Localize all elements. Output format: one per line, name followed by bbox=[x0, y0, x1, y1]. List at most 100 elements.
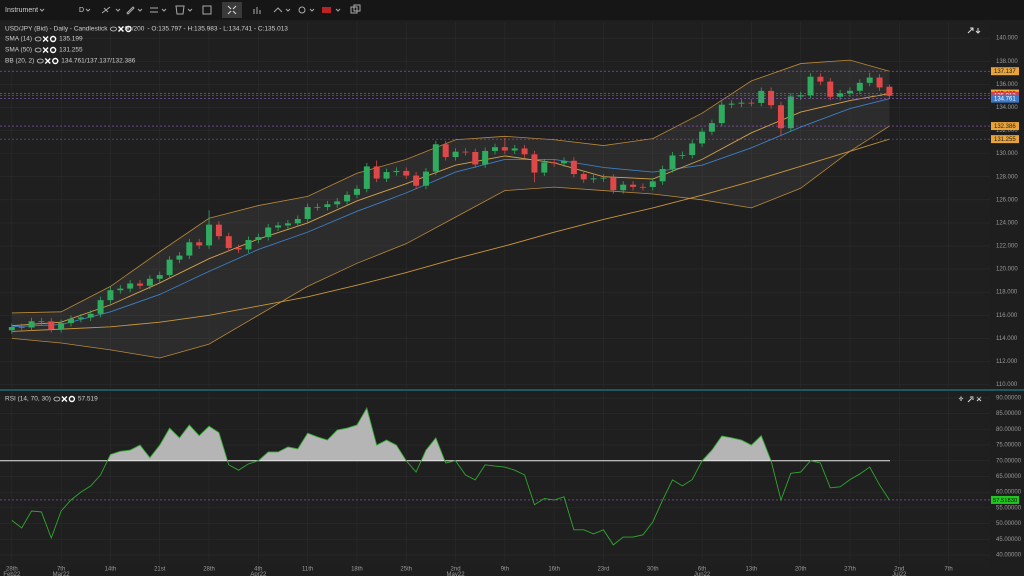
candle-body bbox=[630, 184, 637, 187]
settings-icon bbox=[52, 57, 59, 65]
legend-value: 134.761/137.137/132.386 bbox=[61, 58, 135, 65]
candle-body bbox=[866, 77, 873, 83]
legend-name: SMA (50) bbox=[5, 47, 32, 54]
candle-body bbox=[393, 170, 400, 173]
y-tick-label: 50.00000 bbox=[996, 521, 1022, 527]
rsi-marker bbox=[991, 495, 1019, 504]
y-tick-label: 134.000 bbox=[996, 105, 1018, 111]
x-tick-label: 9th bbox=[501, 567, 509, 573]
instrument-button[interactable]: Instrument bbox=[5, 7, 38, 14]
candle-body bbox=[422, 171, 429, 186]
candle-body bbox=[738, 102, 745, 104]
chart-layer: 110.000 112.000 114.000 116.000 118.000 120.0… bbox=[0, 22, 1022, 576]
caret bbox=[39, 8, 45, 12]
candle-body bbox=[255, 237, 262, 240]
y-tick-label: 70.00000 bbox=[996, 458, 1022, 464]
candle-body bbox=[501, 147, 508, 151]
candle-body bbox=[432, 144, 439, 172]
x-tick-sublabel: Feb22 bbox=[3, 572, 21, 576]
settings-icon bbox=[49, 46, 57, 54]
toolbar-icons[interactable] bbox=[101, 2, 361, 18]
candle-body bbox=[245, 239, 252, 250]
eye-icon bbox=[34, 47, 42, 53]
remove-icon bbox=[117, 26, 124, 32]
candle-body bbox=[846, 90, 853, 94]
x-tick-label: 4th bbox=[254, 567, 262, 573]
legend-name: SMA (14) bbox=[5, 36, 32, 43]
x-tick-label: 2nd bbox=[451, 567, 461, 573]
candle-body bbox=[196, 242, 203, 246]
candle-body bbox=[18, 327, 25, 328]
candle-body bbox=[777, 105, 784, 129]
settings-icon bbox=[68, 395, 76, 403]
sma-line bbox=[11, 138, 890, 332]
chart-title: USD/JPY (Bid) - Daily - Candlestick bbox=[5, 26, 108, 33]
candle-body bbox=[304, 207, 311, 219]
candle-body bbox=[67, 318, 74, 324]
candle-body bbox=[146, 278, 153, 286]
candle-body bbox=[314, 206, 321, 208]
candle-body bbox=[28, 321, 35, 328]
candle-body bbox=[48, 321, 55, 330]
candle-body bbox=[403, 170, 410, 176]
remove-icon bbox=[61, 396, 68, 402]
candle-body bbox=[649, 181, 656, 187]
candle-body bbox=[699, 131, 706, 144]
candle-body bbox=[620, 184, 627, 191]
candle-body bbox=[97, 300, 104, 314]
candle-body bbox=[837, 93, 844, 97]
x-tick-label: 27th bbox=[844, 567, 856, 573]
candle-body bbox=[294, 218, 301, 224]
candle-body bbox=[156, 275, 163, 279]
candle-body bbox=[807, 76, 814, 96]
y-tick-label: 130.000 bbox=[996, 151, 1018, 157]
settings-icon bbox=[125, 25, 132, 33]
price-marker-label: 137.137 bbox=[994, 69, 1016, 75]
candle-body bbox=[876, 77, 883, 88]
candle-body bbox=[107, 290, 114, 301]
candle-body bbox=[363, 166, 370, 189]
ohlc-summary: - O:135.797 - H:135.983 - L:134.741 - C:… bbox=[147, 26, 288, 33]
candle-body bbox=[344, 194, 351, 202]
y-tick-label: 112.000 bbox=[996, 359, 1018, 365]
y-tick-label: 140.000 bbox=[996, 36, 1018, 42]
candle-body bbox=[452, 151, 459, 158]
candle-body bbox=[442, 144, 449, 158]
y-tick-label: 85.00000 bbox=[996, 411, 1022, 417]
caret bbox=[85, 8, 91, 12]
candle-body bbox=[768, 90, 775, 106]
candle-body bbox=[462, 151, 469, 153]
candle-body bbox=[275, 225, 282, 228]
candle-body bbox=[225, 236, 232, 249]
y-tick-label: 40.00000 bbox=[996, 553, 1022, 559]
toolbar bbox=[0, 0, 1024, 20]
candle-body bbox=[817, 76, 824, 82]
candle-body bbox=[639, 186, 646, 188]
y-tick-label: 138.000 bbox=[996, 59, 1018, 65]
eye-icon bbox=[34, 36, 42, 42]
interval-button[interactable]: D bbox=[79, 7, 84, 14]
bollinger-fill bbox=[11, 60, 890, 358]
x-tick-label: 23rd bbox=[597, 567, 609, 573]
price-marker bbox=[991, 67, 1019, 76]
candle-body bbox=[206, 224, 213, 246]
candle-body bbox=[541, 162, 548, 173]
remove-icon bbox=[42, 36, 49, 42]
candle-body bbox=[265, 227, 272, 238]
y-tick-label: 136.000 bbox=[996, 82, 1018, 88]
candle-body bbox=[8, 327, 15, 331]
x-tick-label: 16th bbox=[548, 567, 560, 573]
y-tick-label: 120.000 bbox=[996, 267, 1018, 273]
y-tick-label: 45.00000 bbox=[996, 537, 1022, 543]
x-tick-label: 7th bbox=[944, 567, 952, 573]
candle-body bbox=[166, 259, 173, 276]
y-tick-label: 124.000 bbox=[996, 220, 1018, 226]
y-tick-label: 75.00000 bbox=[996, 443, 1022, 449]
legend-value: 135.199 bbox=[59, 36, 83, 43]
y-tick-label: 110.000 bbox=[996, 382, 1018, 388]
candle-body bbox=[482, 150, 489, 165]
price-marker-label: 132.386 bbox=[994, 124, 1016, 130]
eye-icon bbox=[53, 396, 61, 402]
rsi-line bbox=[11, 406, 890, 546]
x-tick-sublabel: May22 bbox=[447, 572, 466, 576]
